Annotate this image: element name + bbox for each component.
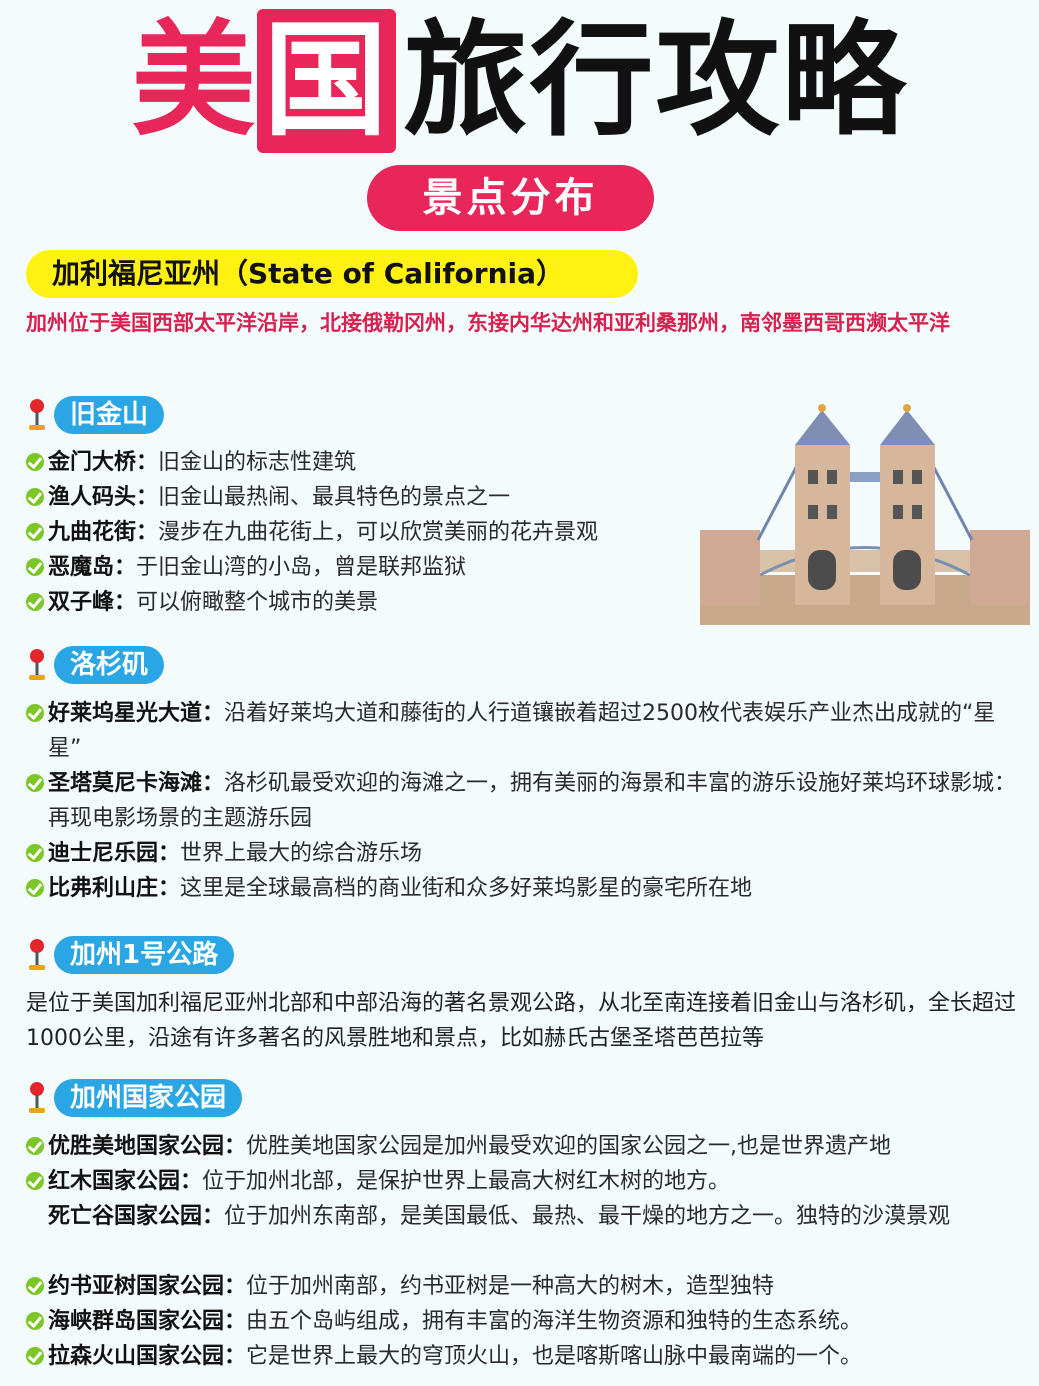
check-icon — [26, 1312, 44, 1330]
check-icon — [26, 879, 44, 897]
list-item: 九曲花街：漫步在九曲花街上，可以欣赏美丽的花卉景观 — [26, 515, 1026, 550]
item-name: 渔人码头： — [48, 485, 159, 510]
hwy1-description: 是位于美国加利福尼亚州北部和中部沿海的著名景观公路，从北至南连接着旧金山与洛杉矶… — [26, 991, 1017, 1051]
item-desc: 洛杉矶最受欢迎的海滩之一，拥有美丽的海景和丰富的游乐设施好莱坞环球影城：再现电影… — [48, 771, 1017, 831]
list-item: 金门大桥：旧金山的标志性建筑 — [26, 445, 1026, 480]
section-title-parks: 加州国家公园 — [54, 1079, 243, 1117]
state-heading: 加利福尼亚州（State of California） — [26, 250, 638, 298]
check-icon — [26, 844, 44, 862]
check-icon — [26, 704, 44, 722]
item-desc: 可以俯瞰整个城市的美景 — [136, 590, 379, 615]
list-item: 死亡谷国家公园：位于加州东南部，是美国最低、最热、最干燥的地方之一。独特的沙漠景… — [26, 1199, 1026, 1234]
item-desc: 沿着好莱坞大道和藤街的人行道镶嵌着超过2500枚代表娱乐产业杰出成就的“星星” — [48, 701, 996, 761]
map-pin-icon — [29, 649, 45, 680]
map-pin-icon — [29, 399, 45, 430]
item-desc: 由五个岛屿组成，拥有丰富的海洋生物资源和独特的生态系统。 — [246, 1309, 863, 1334]
item-name: 红木国家公园： — [48, 1169, 203, 1194]
item-name: 九曲花街： — [48, 520, 159, 545]
list-item: 双子峰：可以俯瞰整个城市的美景 — [26, 585, 1026, 620]
list-item: 优胜美地国家公园：优胜美地国家公园是加州最受欢迎的国家公园之一,也是世界遗产地 — [26, 1129, 1026, 1164]
item-desc: 优胜美地国家公园是加州最受欢迎的国家公园之一,也是世界遗产地 — [246, 1134, 892, 1159]
list-item: 迪士尼乐园：世界上最大的综合游乐场 — [26, 836, 1026, 871]
list-item: 海峡群岛国家公园：由五个岛屿组成，拥有丰富的海洋生物资源和独特的生态系统。 — [26, 1304, 1026, 1339]
list-item: 拉森火山国家公园：它是世界上最大的穹顶火山，也是喀斯喀山脉中最南端的一个。 — [26, 1339, 1026, 1374]
list-item: 红木国家公园：位于加州北部，是保护世界上最高大树红木树的地方。 — [26, 1164, 1026, 1199]
list-item: 恶魔岛：于旧金山湾的小岛，曾是联邦监狱 — [26, 550, 1026, 585]
check-icon — [26, 558, 44, 576]
item-name: 圣塔莫尼卡海滩： — [48, 771, 225, 796]
title-part1: 美 — [131, 9, 258, 153]
item-name: 优胜美地国家公园： — [48, 1134, 247, 1159]
list-item: 好莱坞星光大道：沿着好莱坞大道和藤街的人行道镶嵌着超过2500枚代表娱乐产业杰出… — [26, 696, 1026, 766]
item-name: 海峡群岛国家公园： — [48, 1309, 247, 1334]
item-name: 拉森火山国家公园： — [48, 1344, 247, 1369]
item-desc: 位于加州南部，约书亚树是一种高大的树木，造型独特 — [246, 1274, 775, 1299]
list-item: 约书亚树国家公园：位于加州南部，约书亚树是一种高大的树木，造型独特 — [26, 1269, 1026, 1304]
check-icon — [26, 1347, 44, 1365]
item-desc: 位于加州北部，是保护世界上最高大树红木树的地方。 — [202, 1169, 731, 1194]
section-title-hwy1: 加州1号公路 — [54, 936, 235, 974]
item-name: 约书亚树国家公园： — [48, 1274, 247, 1299]
check-icon — [26, 774, 44, 792]
check-icon — [26, 453, 44, 471]
item-desc: 旧金山最热闹、最具特色的景点之一 — [158, 485, 511, 510]
check-icon — [26, 488, 44, 506]
list-item: 圣塔莫尼卡海滩：洛杉矶最受欢迎的海滩之一，拥有美丽的海景和丰富的游乐设施好莱坞环… — [26, 766, 1026, 836]
item-desc: 它是世界上最大的穹顶火山，也是喀斯喀山脉中最南端的一个。 — [246, 1344, 863, 1369]
map-pin-icon — [29, 939, 45, 970]
check-icon — [26, 1137, 44, 1155]
item-name: 恶魔岛： — [48, 555, 137, 580]
check-icon — [26, 1172, 44, 1190]
title-part3: 旅行攻略 — [403, 9, 908, 153]
map-pin-icon — [29, 1082, 45, 1113]
section-title-sf: 旧金山 — [54, 396, 165, 434]
subtitle-pill: 景点分布 — [367, 165, 654, 231]
item-name: 好莱坞星光大道： — [48, 701, 225, 726]
item-desc: 旧金山的标志性建筑 — [158, 450, 357, 475]
list-item: 渔人码头：旧金山最热闹、最具特色的景点之一 — [26, 480, 1026, 515]
state-intro: 加州位于美国西部太平洋沿岸，北接俄勒冈州，东接内华达州和亚利桑那州，南邻墨西哥西… — [26, 311, 950, 335]
item-desc: 这里是全球最高档的商业街和众多好莱坞影星的豪宅所在地 — [180, 876, 753, 901]
item-name: 金门大桥： — [48, 450, 159, 475]
item-desc: 漫步在九曲花街上，可以欣赏美丽的花卉景观 — [158, 520, 599, 545]
title-part2: 国 — [257, 9, 396, 153]
item-name: 双子峰： — [48, 590, 137, 615]
page-title: 美国 旅行攻略 — [0, 6, 1039, 156]
tower-bridge-illustration — [700, 404, 1030, 625]
item-name: 迪士尼乐园： — [48, 841, 181, 866]
item-name: 比弗利山庄： — [48, 876, 181, 901]
item-desc: 世界上最大的综合游乐场 — [180, 841, 423, 866]
item-desc: 位于加州东南部，是美国最低、最热、最干燥的地方之一。独特的沙漠景观 — [224, 1204, 951, 1229]
list-item: 比弗利山庄：这里是全球最高档的商业街和众多好莱坞影星的豪宅所在地 — [26, 871, 1026, 906]
section-title-la: 洛杉矶 — [54, 646, 165, 684]
check-icon — [26, 593, 44, 611]
item-desc: 于旧金山湾的小岛，曾是联邦监狱 — [136, 555, 467, 580]
check-icon — [26, 523, 44, 541]
item-name: 死亡谷国家公园： — [48, 1204, 225, 1229]
check-icon — [26, 1277, 44, 1295]
